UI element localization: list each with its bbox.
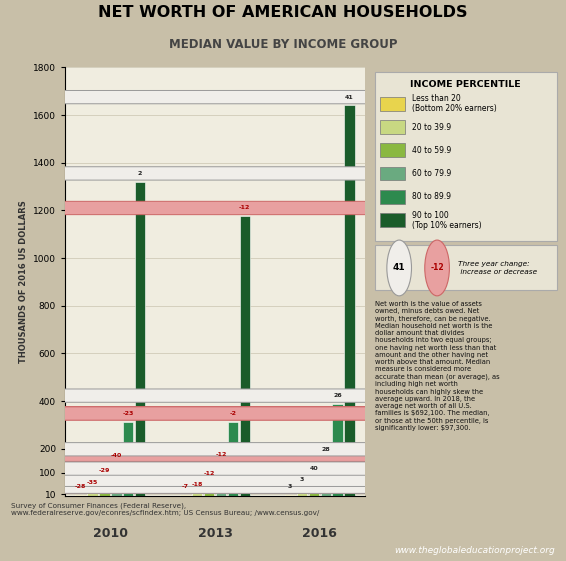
Bar [380, 213, 405, 227]
Bar [320, 458, 331, 496]
Bar [380, 97, 405, 111]
Circle shape [387, 240, 411, 296]
Circle shape [0, 449, 566, 462]
Circle shape [0, 480, 566, 493]
Text: 41: 41 [345, 95, 354, 100]
Text: 3: 3 [288, 484, 292, 489]
Circle shape [0, 90, 566, 104]
Circle shape [0, 167, 566, 180]
Text: -12: -12 [239, 205, 251, 210]
Circle shape [0, 476, 566, 490]
Circle shape [0, 466, 566, 480]
Bar [285, 495, 295, 496]
Circle shape [0, 407, 566, 420]
Text: 2: 2 [138, 171, 142, 176]
Text: -12: -12 [430, 264, 444, 273]
Circle shape [0, 473, 566, 486]
Text: -2: -2 [229, 411, 237, 416]
Bar [239, 217, 250, 496]
Text: 20 to 39.9: 20 to 39.9 [413, 122, 452, 131]
Circle shape [0, 477, 566, 491]
Circle shape [0, 480, 566, 493]
Text: www.theglobaleducationproject.org: www.theglobaleducationproject.org [394, 546, 555, 555]
Text: INCOME PERCENTILE: INCOME PERCENTILE [410, 80, 521, 89]
Bar [216, 463, 226, 496]
Text: 3: 3 [300, 477, 304, 482]
Text: Net worth is the value of assets
owned, minus debts owed. Net
worth, therefore, : Net worth is the value of assets owned, … [375, 301, 499, 431]
Bar [123, 422, 134, 496]
Text: -7: -7 [182, 484, 189, 489]
Bar [380, 144, 405, 157]
Circle shape [0, 443, 566, 456]
Text: 90 to 100
(Top 10% earners): 90 to 100 (Top 10% earners) [413, 210, 482, 229]
Text: -40: -40 [110, 453, 122, 458]
Circle shape [0, 201, 566, 215]
Bar [380, 190, 405, 204]
Text: Survey of Consumer Finances (Federal Reserve),
www.federalreserve.gov/econres/sc: Survey of Consumer Finances (Federal Res… [11, 502, 320, 516]
Text: 2013: 2013 [198, 527, 233, 540]
Text: 40 to 59.9: 40 to 59.9 [413, 146, 452, 155]
Text: -12: -12 [203, 471, 215, 476]
Circle shape [0, 389, 566, 402]
Text: -29: -29 [98, 468, 110, 473]
Bar [332, 404, 343, 496]
Bar [75, 495, 86, 496]
Bar [344, 105, 355, 496]
Text: 2016: 2016 [302, 527, 337, 540]
Text: -28: -28 [75, 484, 86, 489]
Circle shape [0, 448, 566, 462]
Y-axis label: THOUSANDS OF 2016 US DOLLARS: THOUSANDS OF 2016 US DOLLARS [19, 200, 28, 364]
Text: MEDIAN VALUE BY INCOME GROUP: MEDIAN VALUE BY INCOME GROUP [169, 38, 397, 50]
Text: Three year change:
 increase or decrease: Three year change: increase or decrease [458, 261, 537, 275]
Text: -18: -18 [191, 481, 203, 486]
Text: 80 to 89.9: 80 to 89.9 [413, 192, 452, 201]
Bar [111, 463, 122, 496]
Text: 26: 26 [333, 393, 342, 398]
Text: Less than 20
(Bottom 20% earners): Less than 20 (Bottom 20% earners) [413, 94, 497, 113]
Bar [228, 422, 238, 496]
Text: 41: 41 [393, 264, 405, 273]
Bar [297, 488, 307, 496]
Bar [192, 493, 203, 496]
Bar [180, 495, 191, 496]
Text: 60 to 79.9: 60 to 79.9 [413, 169, 452, 178]
Text: 2010: 2010 [93, 527, 128, 540]
Circle shape [0, 464, 566, 477]
Text: -23: -23 [122, 411, 134, 416]
Bar [380, 120, 405, 134]
Text: NET WORTH OF AMERICAN HOUSEHOLDS: NET WORTH OF AMERICAN HOUSEHOLDS [98, 6, 468, 20]
Circle shape [0, 407, 566, 420]
Text: 40: 40 [310, 466, 318, 471]
Text: 28: 28 [321, 447, 330, 452]
Text: -12: -12 [215, 452, 227, 457]
Bar [204, 481, 215, 496]
Text: -35: -35 [87, 480, 98, 485]
FancyBboxPatch shape [375, 72, 556, 241]
Bar [135, 182, 145, 496]
Bar [99, 479, 110, 496]
Circle shape [424, 240, 449, 296]
Circle shape [0, 480, 566, 493]
Circle shape [0, 462, 566, 475]
Bar [380, 167, 405, 181]
FancyBboxPatch shape [375, 245, 556, 291]
Bar [87, 491, 98, 496]
Bar [308, 477, 319, 496]
